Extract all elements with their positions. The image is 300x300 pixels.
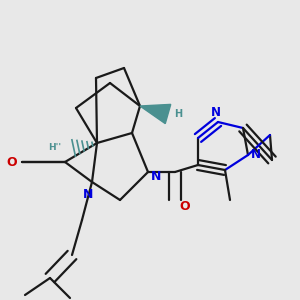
Text: N: N [211,106,221,118]
Text: H: H [174,109,182,119]
Text: H'': H'' [48,142,62,152]
Text: N: N [151,169,161,182]
Text: N: N [83,188,93,200]
Polygon shape [140,104,171,124]
Text: N: N [251,148,261,161]
Text: O: O [7,155,17,169]
Text: O: O [180,200,190,212]
